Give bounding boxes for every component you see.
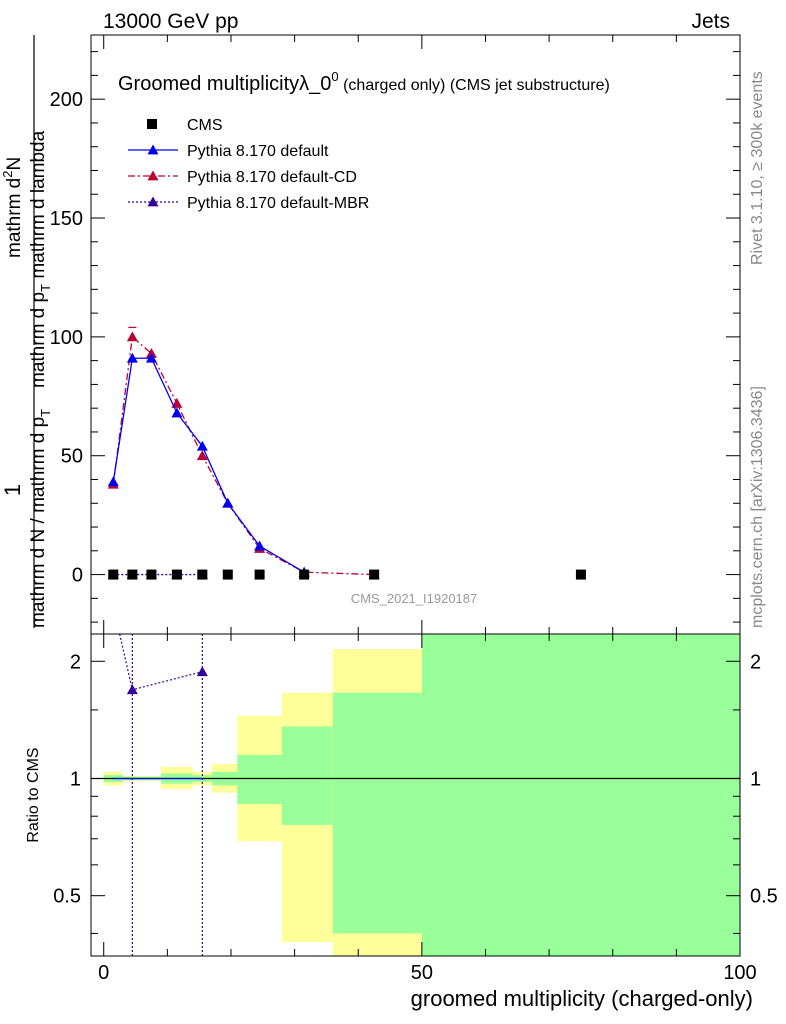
x-tick-label-0: 0 xyxy=(98,962,109,984)
svg-text:mathrm d N / mathrm d pT: mathrm d N / mathrm d pT xyxy=(28,409,53,628)
legend-label-2: Pythia 8.170 default-CD xyxy=(187,169,357,186)
band-inner-7 xyxy=(281,726,333,825)
ratio-tick-label-left-2: 2 xyxy=(70,651,81,673)
data-point-1-2 xyxy=(145,352,157,363)
header-process-label: Jets xyxy=(691,10,730,33)
legend: CMS Pythia 8.170 default Pythia 8.170 defa… xyxy=(128,117,369,212)
cms-data-point-0 xyxy=(108,569,119,580)
legend-label-0: CMS xyxy=(187,117,223,134)
rivet-version-label: Rivet 3.1.10, ≥ 300k events xyxy=(749,71,766,265)
band-inner-9 xyxy=(421,634,740,956)
y-axis-label: 1 mathrm d N / mathrm d pT mathrm d2N ma… xyxy=(0,35,53,628)
analysis-watermark: CMS_2021_I1920187 xyxy=(351,591,478,606)
svg-text:mathrm d pT mathrm d lambda: mathrm d pT mathrm d lambda xyxy=(28,130,53,388)
cms-data-point-1 xyxy=(127,569,138,580)
legend-marker-1 xyxy=(147,144,159,155)
legend-label-1: Pythia 8.170 default xyxy=(187,143,329,160)
legend-marker-2 xyxy=(147,170,159,181)
mcplots-source-label: mcplots.cern.ch [arXiv:1306.3436] xyxy=(749,386,766,628)
y-tick-label-1: 50 xyxy=(61,446,83,468)
series-line-2 xyxy=(112,335,375,576)
ratio-panel-frame xyxy=(90,633,741,957)
legend-marker-3 xyxy=(147,196,159,207)
cms-data-point-6 xyxy=(254,569,265,580)
legend-marker-0 xyxy=(147,119,157,129)
x-tick-label-1: 50 xyxy=(411,962,433,984)
data-point-1-1 xyxy=(126,352,138,363)
data-point-2-4 xyxy=(196,450,208,461)
x-axis-label: groomed multiplicity (charged-only) xyxy=(411,986,753,1011)
data-point-1-5 xyxy=(222,497,234,508)
data-point-2-1 xyxy=(126,331,138,342)
svg-text:1: 1 xyxy=(0,484,25,496)
ratio-tick-label-right-0: 0.5 xyxy=(750,886,778,908)
cms-data-point-9 xyxy=(575,569,586,580)
data-point-1-4 xyxy=(196,440,208,451)
data-point-1-6 xyxy=(254,540,266,551)
ratio-plot-area xyxy=(91,633,740,956)
cms-data-point-3 xyxy=(171,569,182,580)
y-tick-label-2: 100 xyxy=(50,327,83,349)
cms-data-point-4 xyxy=(197,569,208,580)
svg-text:mathrm d2N: mathrm d2N xyxy=(0,157,25,258)
legend-label-3: Pythia 8.170 default-MBR xyxy=(187,195,369,212)
ratio-axis-label: Ratio to CMS xyxy=(25,747,42,842)
ratio-point-mbr-1 xyxy=(196,666,208,677)
ratio-tick-label-right-2: 2 xyxy=(750,651,761,673)
data-point-1-3 xyxy=(171,407,183,418)
cms-data-point-7 xyxy=(299,569,310,580)
cms-data-point-8 xyxy=(369,569,380,580)
y-tick-label-3: 150 xyxy=(50,208,83,230)
y-tick-label-4: 200 xyxy=(50,89,83,111)
ratio-point-mbr-0 xyxy=(126,684,138,695)
data-point-1-0 xyxy=(107,476,119,487)
ratio-tick-label-right-1: 1 xyxy=(750,768,761,790)
header-energy-label: 13000 GeV pp xyxy=(103,10,238,33)
main-plot-area xyxy=(107,326,586,580)
axes: 0 50 100 150 200 0.5 0.5 1 1 2 2 0 50 100 xyxy=(50,35,778,984)
x-tick-label-2: 100 xyxy=(723,962,756,984)
band-inner-6 xyxy=(237,754,282,804)
cms-data-point-2 xyxy=(146,569,157,580)
y-tick-label-0: 0 xyxy=(72,565,83,587)
cms-data-point-5 xyxy=(222,569,233,580)
ratio-tick-label-left-0: 0.5 xyxy=(53,886,81,908)
band-inner-8 xyxy=(332,692,422,934)
ratio-tick-label-left-1: 1 xyxy=(70,768,81,790)
series-line-1 xyxy=(112,357,305,573)
chart-title: Groomed multiplicityλ_00 (charged only) … xyxy=(118,69,610,95)
data-point-2-3 xyxy=(171,397,183,408)
